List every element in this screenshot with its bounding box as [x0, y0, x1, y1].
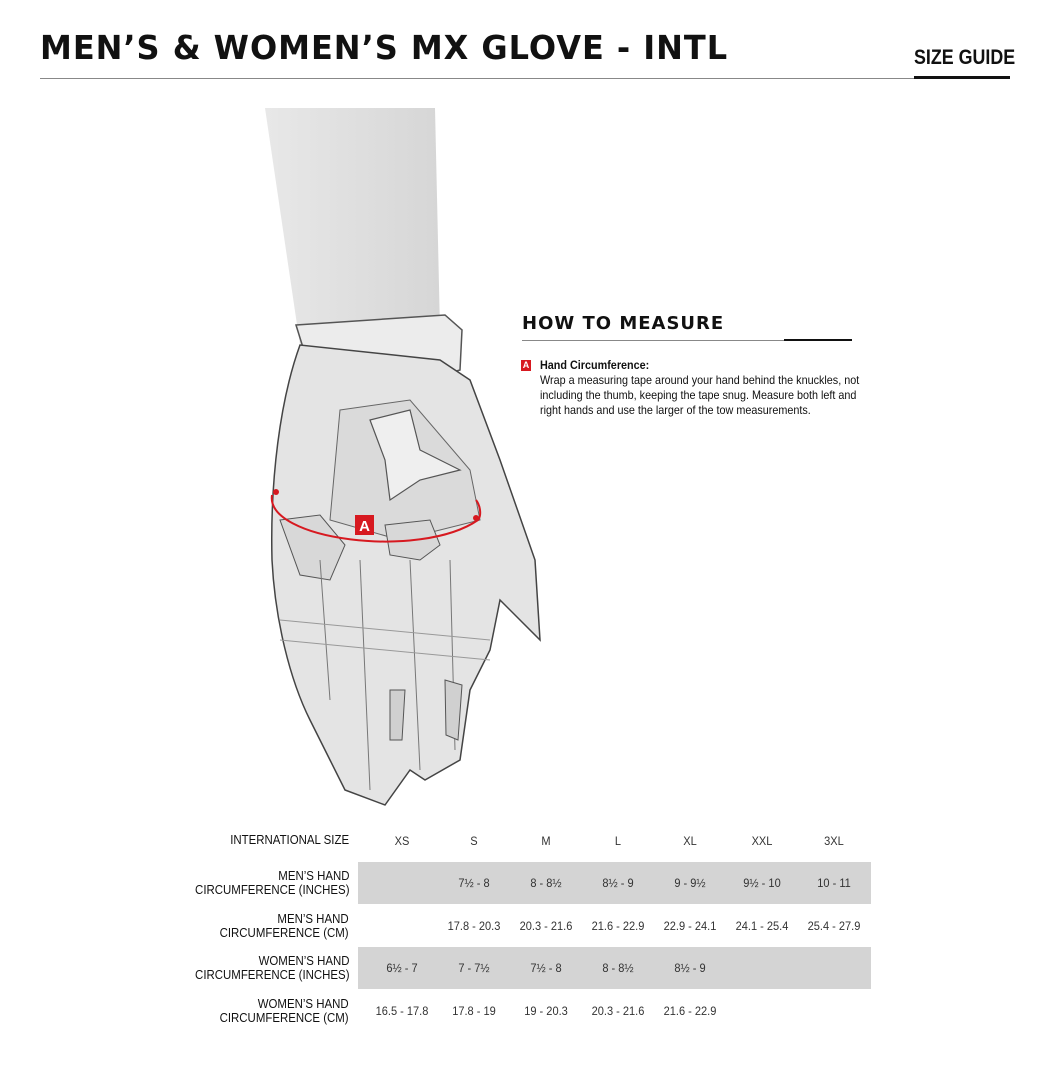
row-shading [358, 862, 871, 904]
size-header-cell: XXL [751, 834, 773, 848]
row-label: WOMEN’S HAND CIRCUMFERENCE (INCHES) [195, 954, 349, 982]
measure-item-text: Wrap a measuring tape around your hand b… [540, 373, 860, 417]
table-cell: 16.5 - 17.8 [375, 1003, 429, 1018]
section-label: SIZE GUIDE [914, 46, 1016, 69]
measure-divider [522, 340, 852, 341]
how-to-measure-heading: HOW TO MEASURE [522, 313, 725, 334]
table-cell: 8 - 8½ [602, 961, 634, 975]
header-label: INTERNATIONAL SIZE [230, 832, 349, 847]
table-cell: 22.9 - 24.1 [663, 918, 717, 933]
table-cell: 8½ - 9 [674, 961, 706, 975]
table-cell: 7 - 7½ [458, 961, 490, 975]
row-label-line: MEN’S HAND [277, 868, 349, 883]
table-cell: 8 - 8½ [530, 876, 562, 890]
size-header-cell: 3XL [824, 834, 844, 848]
size-header-cell: M [541, 834, 551, 848]
header-divider-accent [914, 76, 1010, 79]
measure-divider-accent [784, 339, 852, 341]
table-cell: 9½ - 10 [743, 876, 781, 890]
table-cell: 6½ - 7 [386, 961, 418, 975]
row-label-line: WOMEN’S HAND [258, 995, 349, 1011]
row-label: MEN’S HAND CIRCUMFERENCE (CM) [219, 910, 349, 940]
table-cell: 10 - 11 [817, 876, 851, 890]
row-label: MEN’S HAND CIRCUMFERENCE (INCHES) [195, 869, 349, 897]
row-label-line: CIRCUMFERENCE (CM) [219, 924, 349, 940]
table-cell: 21.6 - 22.9 [663, 1003, 717, 1018]
table-cell: 7½ - 8 [458, 876, 490, 890]
table-cell: 17.8 - 19 [452, 1003, 496, 1018]
table-cell: 20.3 - 21.6 [591, 1003, 645, 1018]
table-cell: 21.6 - 22.9 [591, 918, 645, 933]
size-header-cell: XL [683, 834, 697, 848]
table-cell: 20.3 - 21.6 [519, 918, 573, 933]
table-cell: 19 - 20.3 [524, 1003, 568, 1018]
table-cell: 9 - 9½ [674, 876, 706, 890]
row-label-line: CIRCUMFERENCE (INCHES) [194, 967, 349, 982]
page-title: MEN’S & WOMEN’S MX GLOVE - INTL [40, 28, 729, 67]
size-header-cell: L [614, 834, 622, 848]
marker-a-badge: A [521, 360, 531, 371]
table-cell: 24.1 - 25.4 [735, 918, 789, 933]
measure-item-title: Hand Circumference: [540, 358, 650, 372]
header-divider [40, 78, 1010, 79]
marker-a-label: A [359, 518, 370, 535]
row-label-line: WOMEN’S HAND [258, 953, 349, 968]
table-cell: 7½ - 8 [530, 961, 562, 975]
size-header-cell: S [470, 834, 478, 848]
glove-illustration: A [265, 108, 541, 806]
row-shading [358, 947, 871, 989]
row-label: WOMEN’S HAND CIRCUMFERENCE (CM) [219, 995, 349, 1025]
row-label-line: CIRCUMFERENCE (CM) [219, 1009, 349, 1025]
table-cell: 8½ - 9 [602, 876, 634, 890]
row-label-line: MEN’S HAND [277, 910, 349, 926]
size-header-cell: XS [394, 834, 410, 848]
table-cell: 25.4 - 27.9 [807, 918, 861, 933]
table-cell: 17.8 - 20.3 [447, 918, 501, 933]
row-label-line: CIRCUMFERENCE (INCHES) [194, 882, 349, 897]
